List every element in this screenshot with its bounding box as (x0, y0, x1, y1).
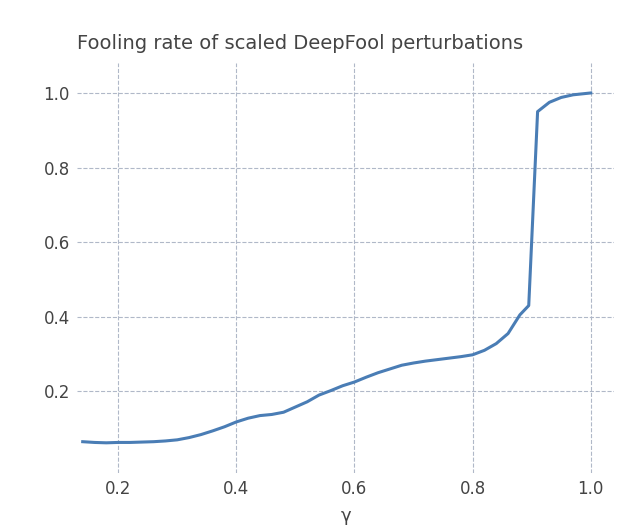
Text: Fooling rate of scaled DeepFool perturbations: Fooling rate of scaled DeepFool perturba… (77, 34, 523, 53)
X-axis label: γ: γ (340, 507, 351, 524)
